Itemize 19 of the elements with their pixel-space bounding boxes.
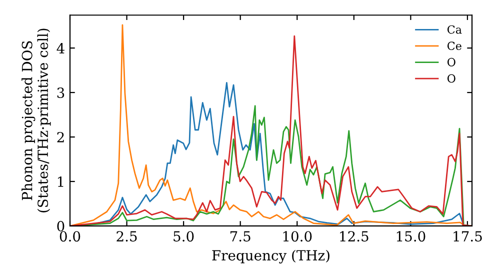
legend-label: Ca [447, 25, 462, 34]
x-tick-label: 10.0 [283, 231, 312, 242]
x-tick-label: 0.0 [60, 231, 80, 242]
legend-label: Ce [447, 42, 462, 50]
x-tick-label: 12.5 [340, 231, 368, 242]
y-tick-label: 1 [58, 176, 64, 187]
x-tick-label: 15.0 [396, 231, 426, 242]
x-tick-label: 7.5 [230, 231, 250, 242]
x-axis-title: Frequency (THz) [212, 250, 330, 264]
legend-label: O [447, 74, 456, 83]
y-tick-label: 3 [57, 87, 64, 98]
y-tick-label: 4 [56, 43, 64, 54]
y-tick-label: 2 [57, 132, 64, 142]
y-axis-title: Phonon projected DOS (States/THz·primitive cell) [22, 28, 51, 212]
y-tick-label: 0 [57, 220, 64, 232]
legend-label: O [447, 58, 456, 66]
x-tick-label: 2.5 [116, 231, 137, 242]
x-tick-label: 17.5 [454, 231, 482, 242]
x-tick-label: 5.0 [174, 231, 194, 242]
